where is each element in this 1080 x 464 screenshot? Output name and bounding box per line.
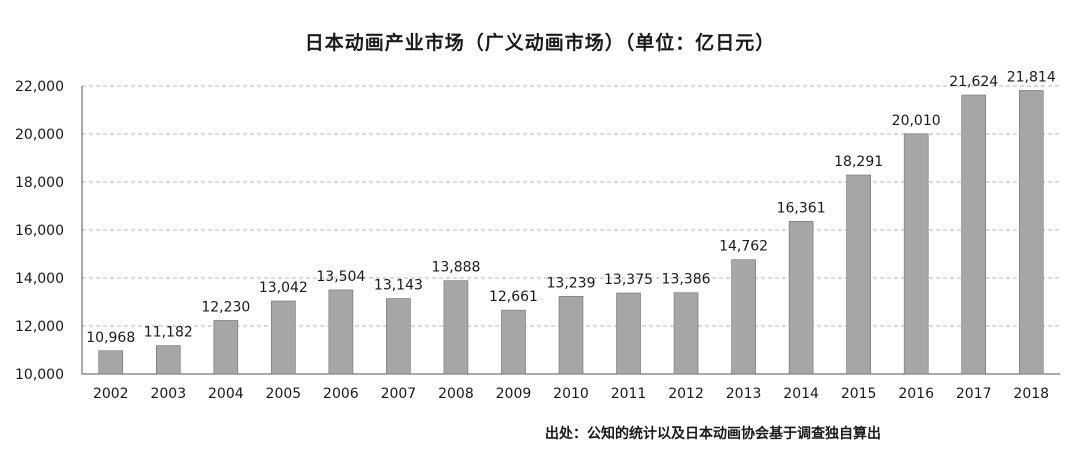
y-tick-label: 20,000 <box>15 127 64 143</box>
x-tick-label: 2002 <box>93 386 129 402</box>
bar <box>846 174 871 375</box>
data-label: 12,230 <box>201 299 250 315</box>
data-label: 11,182 <box>144 325 193 341</box>
x-tick-label: 2014 <box>783 386 819 402</box>
bar <box>731 259 756 375</box>
x-tick-label: 2017 <box>956 386 992 402</box>
data-label: 12,661 <box>489 289 538 305</box>
chart-title: 日本动画产业市场（广义动画市场）（单位：亿日元） <box>304 32 776 54</box>
x-tick-label: 2012 <box>668 386 704 402</box>
bar <box>903 133 929 375</box>
data-label: 13,375 <box>604 272 653 288</box>
data-label: 13,143 <box>374 278 423 294</box>
y-tick-labels: 10,000 12,000 14,000 16,000 18,000 20,000 22,0… <box>15 79 64 383</box>
bar <box>558 295 584 375</box>
x-tick-label: 2013 <box>726 386 762 402</box>
bar <box>501 309 526 375</box>
bar <box>1018 90 1044 375</box>
bar <box>386 298 411 375</box>
y-tick-label: 18,000 <box>15 175 64 191</box>
data-label: 13,042 <box>259 280 308 296</box>
data-labels: 10,968 11,182 12,230 13,042 13,504 13,143 13,8… <box>86 69 1056 345</box>
data-label: 13,504 <box>316 269 365 285</box>
data-label: 18,291 <box>834 154 883 170</box>
x-tick-label: 2003 <box>150 386 186 402</box>
y-tick-label: 12,000 <box>15 319 64 335</box>
source-note: 出处：公知的统计以及日本动画协会基于调查独自算出 <box>545 426 881 442</box>
x-tick-label: 2009 <box>496 386 532 402</box>
bar <box>673 292 699 375</box>
x-tick-label: 2016 <box>898 386 934 402</box>
data-label: 10,968 <box>86 330 135 346</box>
bar <box>961 94 987 375</box>
bar <box>616 292 641 375</box>
bar <box>271 300 296 375</box>
data-label: 14,762 <box>719 239 768 255</box>
x-tick-label: 2006 <box>323 386 359 402</box>
x-tick-labels: 2002 2003 2004 2005 2006 2007 2008 2009 2010 2011… <box>93 386 1049 402</box>
x-tick-label: 2005 <box>266 386 302 402</box>
x-tick-label: 2008 <box>438 386 474 402</box>
bar <box>98 350 124 375</box>
data-label: 21,814 <box>1007 69 1056 85</box>
grid-lines <box>82 85 1060 327</box>
x-tick-label: 2011 <box>611 386 647 402</box>
data-label: 21,624 <box>949 74 998 90</box>
data-label: 16,361 <box>777 200 826 216</box>
data-label: 20,010 <box>892 113 941 129</box>
bar <box>443 280 469 375</box>
x-tick-label: 2015 <box>841 386 877 402</box>
bar <box>328 289 354 375</box>
x-tick-label: 2004 <box>208 386 244 402</box>
y-tick-label: 10,000 <box>15 367 64 383</box>
x-tick-label: 2007 <box>381 386 417 402</box>
x-tick-label: 2010 <box>553 386 589 402</box>
bar <box>213 320 239 375</box>
bars <box>98 90 1044 375</box>
bar <box>155 345 181 375</box>
data-label: 13,888 <box>431 260 480 276</box>
bar <box>788 221 814 375</box>
data-label: 13,386 <box>662 272 711 288</box>
data-label: 13,239 <box>547 275 596 291</box>
y-tick-label: 14,000 <box>15 271 64 287</box>
y-tick-label: 16,000 <box>15 223 64 239</box>
x-tick-label: 2018 <box>1013 386 1049 402</box>
y-tick-label: 22,000 <box>15 79 64 95</box>
